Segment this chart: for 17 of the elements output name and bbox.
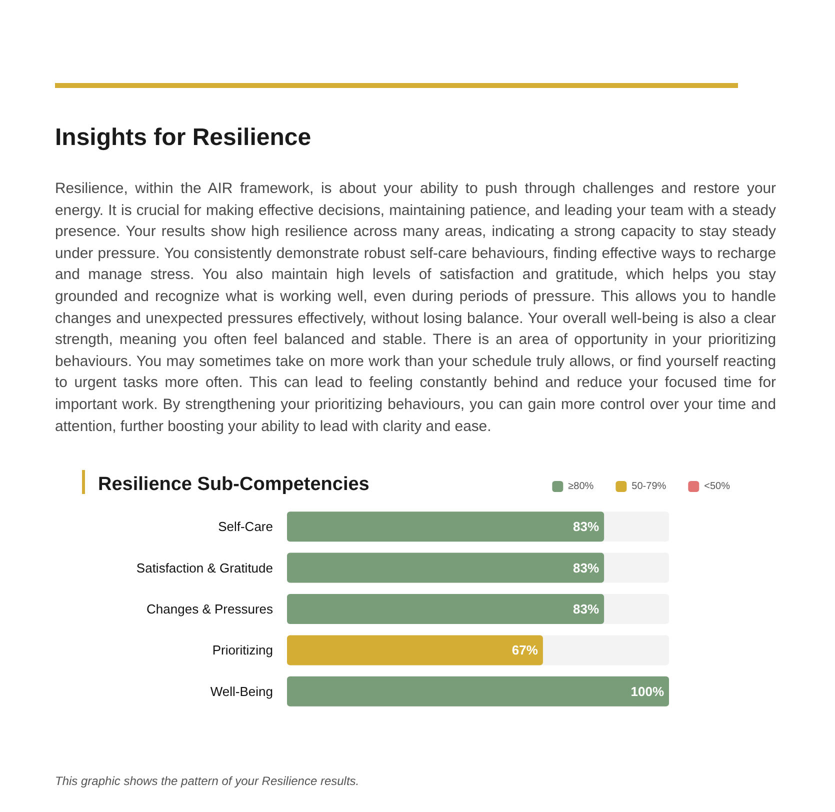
data-label: 83%	[573, 560, 600, 576]
y-tick-label: Well-Being	[210, 684, 273, 699]
chart-title: Insights for Resilience	[55, 124, 312, 152]
y-tick-label: Prioritizing	[212, 642, 273, 658]
text: This graphic shows the pattern of your Resilience results.	[55, 774, 360, 788]
legend-label: ≥80%	[568, 481, 594, 492]
data-label: 100%	[630, 684, 664, 699]
y-tick-label: Self-Care	[218, 519, 273, 534]
y-tick-label: Changes & Pressures	[146, 602, 274, 616]
data-label: 67%	[512, 642, 538, 658]
text: Resilience, within the AIR framework, is about your ability to push through challenges and restore your energy. It is crucial for making effective decisions, maintaining patience, and leading your team with a steady presence. Your results show high resilience across many areas, indicating a strong capacity to stay steady under pressure. You consistently demonstrate robust self-care behaviours, finding effective ways to recharge and manage stress. You also maintain high levels of satisfaction and gratitude, which helps you stay grounded and recognize what is working well, even during periods of pressure. This allows you to handle changes and unexpected pressures effectively, without losing balance. Your overall well-being is also a clear strength, meaning you often feel balanced and stable. There is an area of opportunity in your prioritizing behaviours. You may sometimes take on more work than your schedule truly allows, or find yourself reacting to urgent tasks more often. This can lead to feeling constantly behind and reduce your focused time for important work. By strengthening your prioritizing behaviours, you can gain more control over your time and attention, further boosting your ability to lead with clarity and ease.	[55, 181, 776, 435]
y-tick-label: Satisfaction & Gratitude	[136, 560, 273, 576]
data-label: 83%	[573, 602, 600, 616]
chart-subtitle: Resilience Sub-Competencies	[98, 474, 370, 495]
legend-label: 50-79%	[632, 481, 666, 492]
data-label: 83%	[573, 519, 600, 534]
legend-label: <50%	[704, 481, 730, 492]
